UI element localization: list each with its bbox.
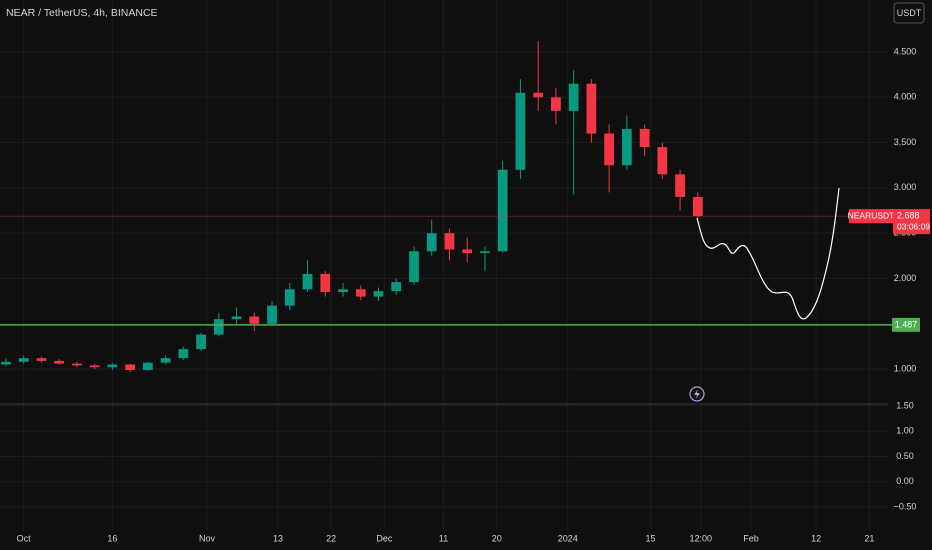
- candle-body: [302, 273, 313, 290]
- candle-body: [267, 305, 277, 324]
- y-tick-label: 3.500: [894, 137, 917, 147]
- candle-body: [657, 147, 668, 175]
- y-tick-label: 1.000: [894, 363, 917, 373]
- x-tick-label: 13: [273, 533, 283, 543]
- y2-tick-label: −0.50: [894, 501, 917, 511]
- projection-drawing: [696, 187, 840, 320]
- candle-body: [409, 251, 419, 283]
- y2-tick-label: 1.50: [896, 400, 914, 410]
- x-tick-label: Feb: [743, 533, 759, 543]
- x-tick-label: 21: [864, 533, 874, 543]
- x-tick-label: 15: [646, 533, 656, 543]
- candle-body: [125, 364, 135, 370]
- candle-body: [231, 316, 242, 320]
- candle-body: [178, 349, 189, 359]
- icon-ring: [689, 386, 705, 402]
- candle-body: [196, 334, 206, 350]
- candle-body: [675, 174, 685, 197]
- x-tick-label: 16: [107, 533, 117, 543]
- candle-body: [426, 233, 437, 252]
- candle-body: [515, 92, 526, 170]
- y2-tick-label: 1.00: [896, 426, 914, 436]
- candle-body: [444, 233, 455, 250]
- candle-body: [462, 249, 473, 254]
- currency-button[interactable]: USDT: [893, 2, 925, 24]
- grid: [0, 0, 888, 530]
- y-tick-label: 3.000: [894, 182, 917, 192]
- level-badge: [892, 317, 920, 332]
- candle-body: [621, 128, 632, 166]
- y-tick-label: 4.000: [894, 92, 917, 102]
- candle-body: [89, 365, 100, 368]
- candle-body: [586, 83, 597, 134]
- candle-body: [692, 196, 703, 217]
- candle-body: [480, 251, 490, 254]
- overlay: 4.5004.0003.5003.0002.5002.0001.5001.000…: [17, 46, 931, 543]
- candle-body: [142, 362, 153, 370]
- symbol-badge: [849, 209, 893, 224]
- x-tick-label: 11: [439, 533, 448, 543]
- candle-body: [604, 133, 615, 166]
- y2-tick-label: 0.50: [896, 451, 914, 461]
- candle-body: [284, 289, 295, 306]
- last-price-label: 2.688: [897, 211, 920, 221]
- candle-body: [1, 361, 11, 365]
- x-tick-label: Dec: [376, 533, 393, 543]
- candle-body: [213, 319, 224, 335]
- x-tick-label: 12: [811, 533, 821, 543]
- candle-body: [497, 169, 508, 252]
- candle-body: [72, 363, 82, 366]
- candle-body: [568, 83, 579, 111]
- y-tick-label: 4.500: [894, 46, 917, 56]
- icon-bolt: [694, 389, 700, 399]
- x-tick-label: 20: [492, 533, 502, 543]
- y2-tick-label: 0.00: [896, 476, 914, 486]
- x-tick-label: Nov: [199, 533, 216, 543]
- symbol-label: NEARUSDT: [848, 210, 895, 220]
- candle-body: [54, 360, 65, 364]
- x-tick-label: 12:00: [690, 533, 713, 543]
- candle-body: [160, 358, 171, 363]
- button-label: USDT: [897, 8, 922, 18]
- button-frame: [893, 2, 925, 24]
- y-tick-label: 2.000: [894, 273, 917, 283]
- x-tick-label: 22: [326, 533, 336, 543]
- candle-body: [18, 358, 29, 362]
- candle-body: [320, 273, 331, 293]
- candle-body: [338, 289, 348, 293]
- x-tick-label: 2024: [558, 533, 578, 543]
- price-badge: [893, 209, 930, 235]
- candle-body: [107, 364, 118, 368]
- candle-body: [373, 291, 384, 297]
- candle-body: [533, 92, 544, 98]
- candle-body: [551, 97, 561, 111]
- candle-body: [391, 282, 402, 292]
- candle-body: [249, 316, 260, 324]
- candles: [0, 41, 892, 372]
- candle-body: [36, 358, 47, 361]
- chart-title: NEAR / TetherUS, 4h, BINANCE: [6, 7, 158, 19]
- x-tick-label: Oct: [17, 533, 32, 543]
- countdown-label: 03:06:09: [897, 221, 930, 231]
- candle-body: [639, 128, 650, 148]
- level-label: 1.487: [895, 319, 918, 329]
- replay-icon[interactable]: [689, 386, 705, 402]
- candle-body: [355, 289, 366, 297]
